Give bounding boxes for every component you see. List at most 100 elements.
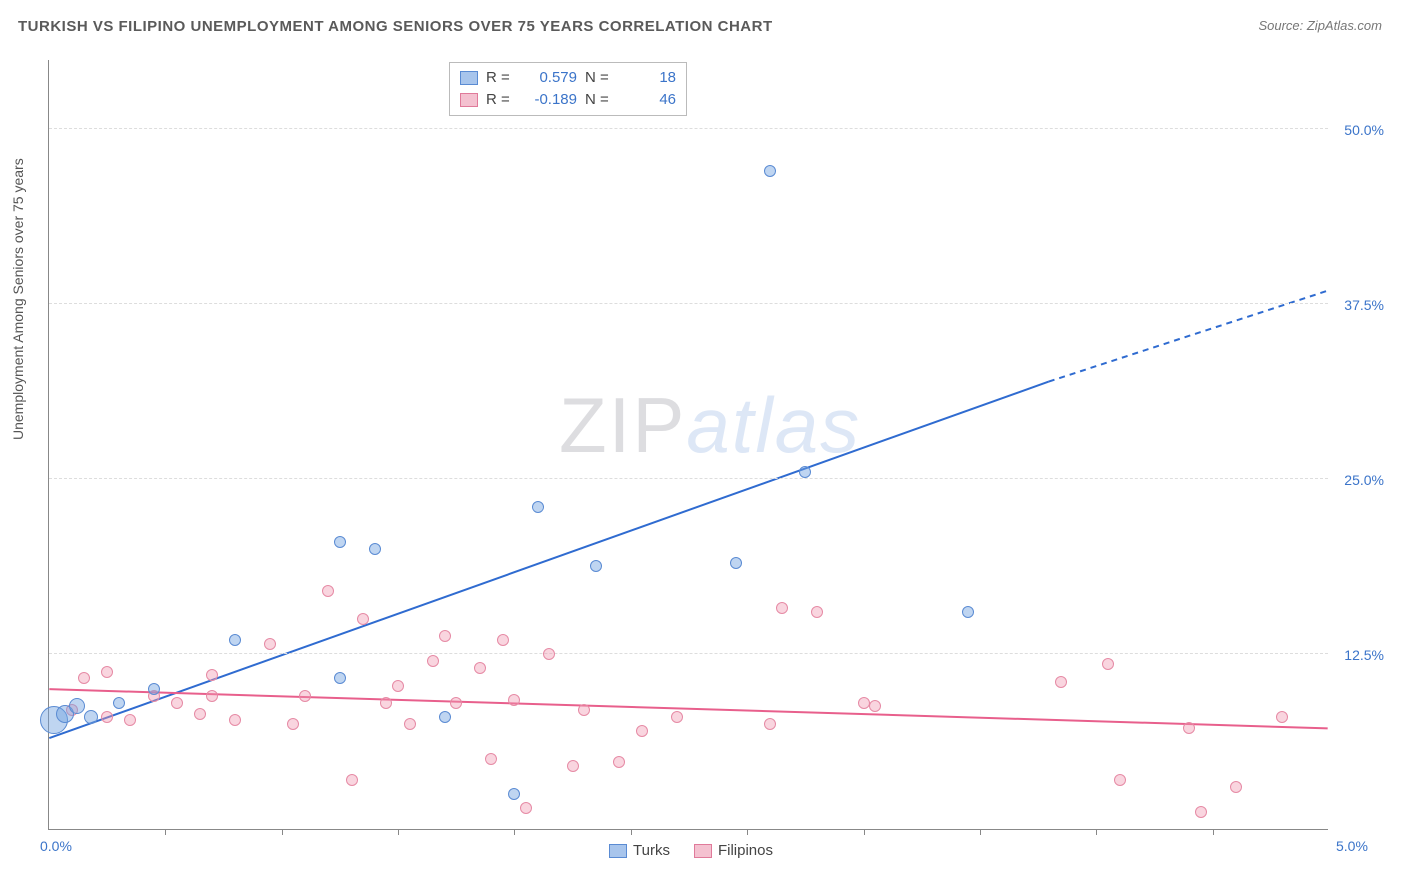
data-point [1276, 711, 1288, 723]
data-point [508, 694, 520, 706]
data-point [299, 690, 311, 702]
y-tick-label: 50.0% [1344, 122, 1384, 138]
data-point [439, 630, 451, 642]
trend-line [49, 689, 1327, 728]
origin-label-right: 5.0% [1336, 838, 1368, 854]
data-point [334, 536, 346, 548]
data-point [811, 606, 823, 618]
data-point [1230, 781, 1242, 793]
data-point [764, 165, 776, 177]
y-tick-label: 37.5% [1344, 297, 1384, 313]
gridline [49, 128, 1328, 129]
data-point [346, 774, 358, 786]
data-point [113, 697, 125, 709]
trend-lines [49, 60, 1328, 829]
data-point [508, 788, 520, 800]
data-point [148, 683, 160, 695]
swatch-turks-icon [609, 844, 627, 858]
origin-label-left: 0.0% [40, 838, 72, 854]
watermark-zip: ZIP [559, 381, 686, 469]
data-point [369, 543, 381, 555]
x-tick [514, 829, 515, 835]
data-point [1183, 722, 1195, 734]
data-point [485, 753, 497, 765]
data-point [206, 690, 218, 702]
source-name: ZipAtlas.com [1307, 18, 1382, 33]
gridline [49, 303, 1328, 304]
legend-item-turks: Turks [609, 842, 670, 859]
data-point [532, 501, 544, 513]
label-R: R = [486, 89, 514, 111]
data-point [1195, 806, 1207, 818]
data-point [474, 662, 486, 674]
data-point [229, 634, 241, 646]
x-tick [398, 829, 399, 835]
data-point [380, 697, 392, 709]
data-point [1055, 676, 1067, 688]
data-point [520, 802, 532, 814]
legend-stats: R = 0.579 N = 18 R = -0.189 N = 46 [449, 62, 687, 116]
data-point [497, 634, 509, 646]
data-point [287, 718, 299, 730]
data-point [322, 585, 334, 597]
data-point [543, 648, 555, 660]
gridline [49, 478, 1328, 479]
legend-stats-row-filipinos: R = -0.189 N = 46 [460, 89, 676, 111]
x-tick [1096, 829, 1097, 835]
data-point [776, 602, 788, 614]
data-point [671, 711, 683, 723]
data-point [1102, 658, 1114, 670]
data-point [194, 708, 206, 720]
chart-title: TURKISH VS FILIPINO UNEMPLOYMENT AMONG S… [18, 18, 773, 35]
data-point [578, 704, 590, 716]
data-point [334, 672, 346, 684]
legend-label-filipinos: Filipinos [718, 842, 773, 859]
data-point [357, 613, 369, 625]
legend-item-filipinos: Filipinos [694, 842, 773, 859]
data-point [101, 666, 113, 678]
data-point [590, 560, 602, 572]
data-point [229, 714, 241, 726]
label-N: N = [585, 67, 613, 89]
legend-stats-row-turks: R = 0.579 N = 18 [460, 67, 676, 89]
watermark: ZIPatlas [559, 380, 861, 471]
data-point [1114, 774, 1126, 786]
x-tick [282, 829, 283, 835]
swatch-turks-icon [460, 71, 478, 85]
x-tick [1213, 829, 1214, 835]
turks-R-value: 0.579 [522, 67, 577, 89]
data-point [69, 698, 85, 714]
gridline [49, 653, 1328, 654]
data-point [392, 680, 404, 692]
filipinos-N-value: 46 [621, 89, 676, 111]
x-tick [165, 829, 166, 835]
source-credit: Source: ZipAtlas.com [1258, 18, 1382, 33]
data-point [636, 725, 648, 737]
source-prefix: Source: [1258, 18, 1306, 33]
x-tick [747, 829, 748, 835]
data-point [764, 718, 776, 730]
data-point [78, 672, 90, 684]
label-R: R = [486, 67, 514, 89]
swatch-filipinos-icon [694, 844, 712, 858]
data-point [171, 697, 183, 709]
data-point [450, 697, 462, 709]
data-point [799, 466, 811, 478]
data-point [869, 700, 881, 712]
y-tick-label: 25.0% [1344, 472, 1384, 488]
data-point [84, 710, 98, 724]
turks-N-value: 18 [621, 67, 676, 89]
trend-line [49, 382, 1048, 739]
data-point [124, 714, 136, 726]
trend-line-extrapolated [1049, 291, 1328, 382]
data-point [567, 760, 579, 772]
label-N: N = [585, 89, 613, 111]
data-point [427, 655, 439, 667]
data-point [730, 557, 742, 569]
data-point [101, 711, 113, 723]
data-point [264, 638, 276, 650]
watermark-atlas: atlas [686, 381, 861, 469]
data-point [404, 718, 416, 730]
legend-label-turks: Turks [633, 842, 670, 859]
plot-area: ZIPatlas R = 0.579 N = 18 R = -0.189 N =… [48, 60, 1328, 830]
